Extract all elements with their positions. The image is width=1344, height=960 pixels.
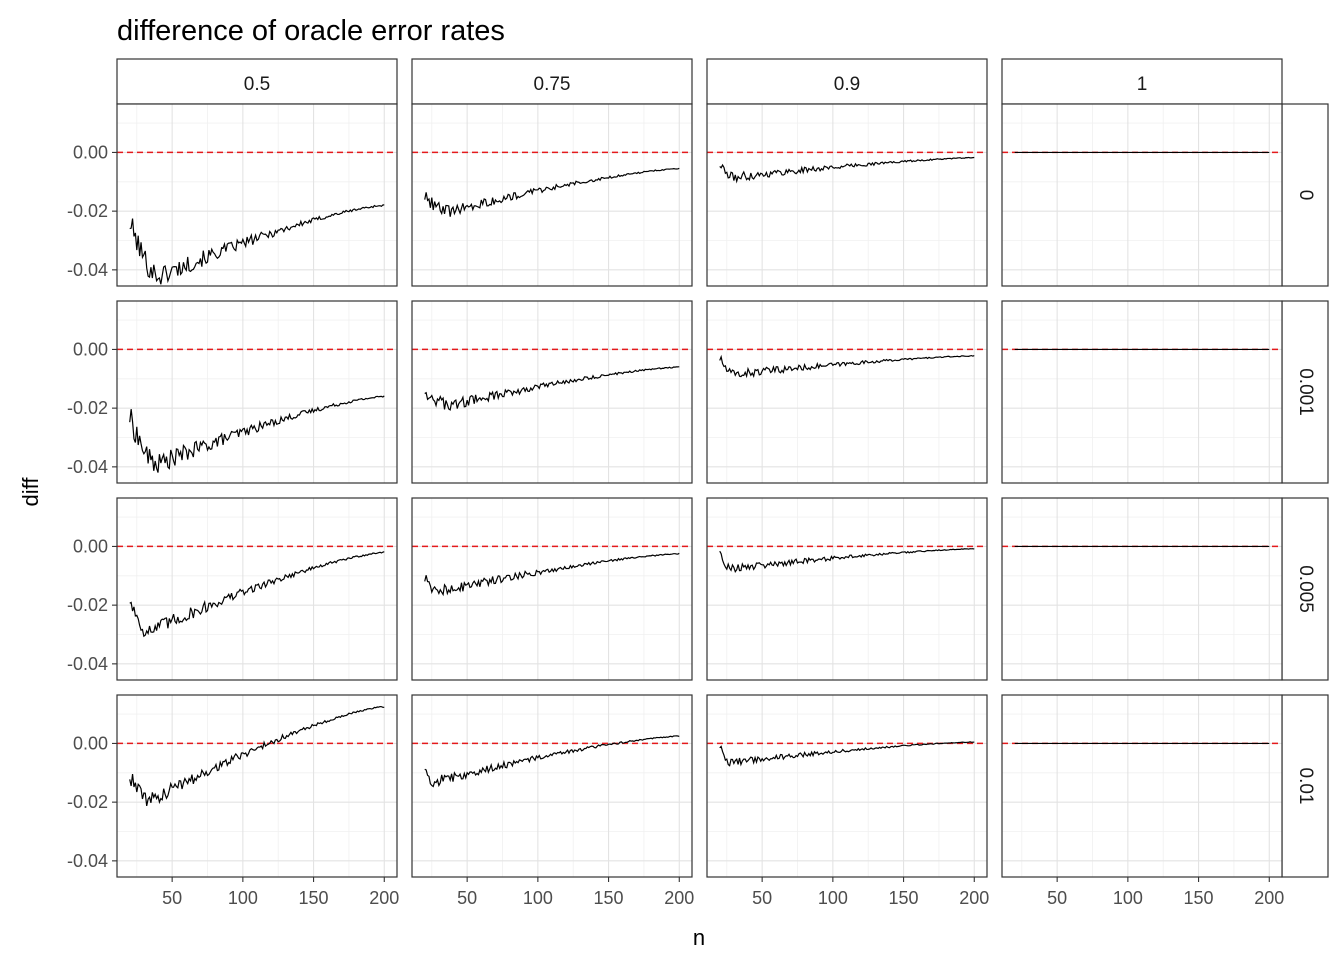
col-strip <box>1001 58 1283 105</box>
panel-background <box>707 498 987 680</box>
series-line <box>719 741 975 767</box>
panel-border <box>706 694 988 878</box>
series-line <box>129 551 385 638</box>
panels-layer: 0.5 0.75 0.9 1 0 0.001 0.005 0.01 0.00 -0.02 -0.04… <box>67 58 1329 908</box>
series-line <box>424 735 680 788</box>
series-line <box>424 167 680 217</box>
x-tick-label: 100 <box>523 888 553 908</box>
panel-border <box>706 103 988 287</box>
x-tick-label: 200 <box>369 888 399 908</box>
y-tick-label: 0.00 <box>73 339 108 359</box>
panel-border <box>1001 694 1283 878</box>
y-tick-label: -0.02 <box>67 201 108 221</box>
y-tick-label: -0.02 <box>67 398 108 418</box>
panel-background <box>117 498 397 680</box>
col-strip-label: 1 <box>1137 74 1148 95</box>
y-tick-label: 0.00 <box>73 142 108 162</box>
series-line <box>719 548 975 574</box>
series-line <box>129 395 385 473</box>
x-tick-label: 150 <box>299 888 329 908</box>
row-strip-label: 0 <box>1295 190 1316 201</box>
row-strip <box>1281 497 1329 681</box>
panel-border <box>706 300 988 484</box>
x-tick-label: 100 <box>818 888 848 908</box>
y-tick-label: -0.04 <box>67 260 108 280</box>
x-tick-label: 200 <box>664 888 694 908</box>
panel-background <box>117 695 397 877</box>
panel-background <box>1002 301 1282 483</box>
panel-background <box>412 301 692 483</box>
x-tick-label: 50 <box>1047 888 1067 908</box>
x-tick-label: 200 <box>959 888 989 908</box>
x-tick-label: 100 <box>1113 888 1143 908</box>
panel-border <box>411 694 693 878</box>
x-tick-label: 50 <box>457 888 477 908</box>
y-tick-label: -0.04 <box>67 654 108 674</box>
x-tick-label: 100 <box>228 888 258 908</box>
y-tick-label: -0.04 <box>67 851 108 871</box>
col-strip <box>411 58 693 105</box>
chart-title: difference of oracle error rates <box>117 15 505 47</box>
x-tick-label: 150 <box>594 888 624 908</box>
panel-background <box>1002 104 1282 286</box>
panel-background <box>707 301 987 483</box>
panel-background <box>1002 498 1282 680</box>
panel-background <box>412 104 692 286</box>
x-tick-label: 200 <box>1254 888 1284 908</box>
panel-background <box>707 104 987 286</box>
panel-background <box>1002 695 1282 877</box>
x-tick-label: 150 <box>889 888 919 908</box>
col-strip-label: 0.75 <box>534 74 571 95</box>
x-axis-label: n <box>693 925 705 950</box>
panel-border <box>116 694 398 878</box>
y-tick-label: -0.04 <box>67 457 108 477</box>
series-line <box>129 204 385 285</box>
row-strip-label: 0.01 <box>1295 768 1316 805</box>
x-tick-label: 50 <box>752 888 772 908</box>
panel-border <box>116 103 398 287</box>
x-tick-label: 50 <box>162 888 182 908</box>
panel-border <box>411 300 693 484</box>
panel-background <box>117 301 397 483</box>
panel-border <box>1001 497 1283 681</box>
panel-border <box>1001 300 1283 484</box>
col-strip-label: 0.9 <box>834 74 860 95</box>
series-line <box>129 705 385 807</box>
y-tick-label: 0.00 <box>73 536 108 556</box>
y-tick-label: 0.00 <box>73 733 108 753</box>
panel-background <box>707 695 987 877</box>
row-strip-label: 0.005 <box>1295 565 1316 613</box>
col-strip-label: 0.5 <box>244 74 270 95</box>
panel-border <box>1001 103 1283 287</box>
y-axis-label: diff <box>18 477 43 507</box>
panel-background <box>412 695 692 877</box>
series-line <box>719 354 975 379</box>
y-tick-label: -0.02 <box>67 595 108 615</box>
x-tick-label: 150 <box>1184 888 1214 908</box>
y-tick-label: -0.02 <box>67 792 108 812</box>
series-line <box>424 552 680 597</box>
col-strip <box>116 58 398 105</box>
row-strip <box>1281 103 1329 287</box>
panel-border <box>411 497 693 681</box>
row-strip-label: 0.001 <box>1295 368 1316 416</box>
panel-border <box>116 300 398 484</box>
col-strip <box>706 58 988 105</box>
panel-background <box>412 498 692 680</box>
panel-background <box>117 104 397 286</box>
panel-border <box>411 103 693 287</box>
series-line <box>719 156 975 184</box>
panel-border <box>706 497 988 681</box>
panel-border <box>116 497 398 681</box>
series-line <box>424 366 680 411</box>
